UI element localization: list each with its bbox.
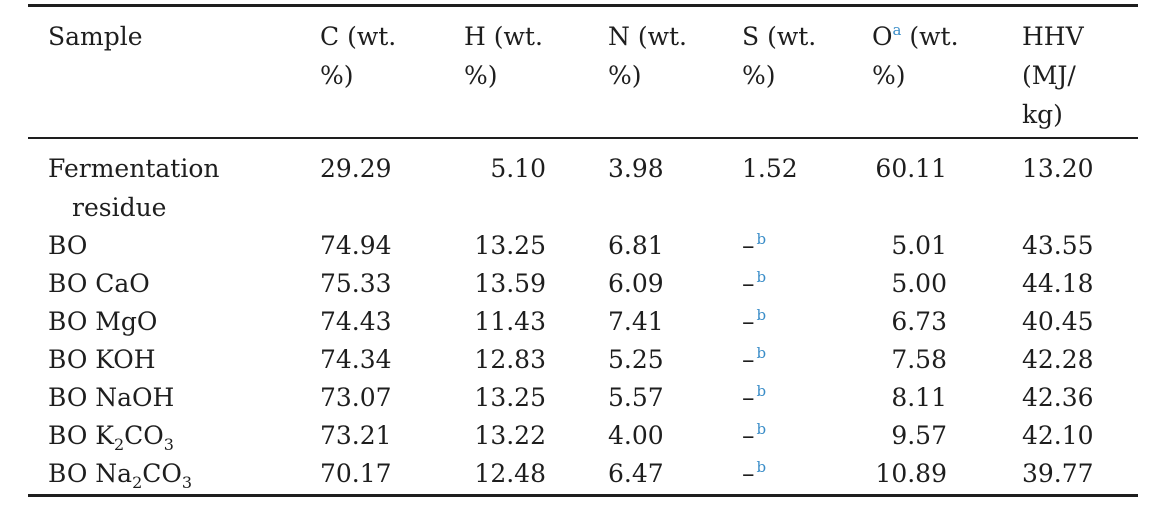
table-cell-o: 8.11 bbox=[891, 383, 947, 412]
table-row-sample: BO KOH bbox=[48, 345, 156, 374]
table-cell-o: 6.73 bbox=[891, 307, 947, 336]
header-hhv: HHV (MJ/ kg) bbox=[1022, 22, 1084, 129]
table-cell-h: 12.48 bbox=[474, 459, 546, 488]
table-cell-o: 9.57 bbox=[891, 421, 947, 450]
table-cell-n: 7.41 bbox=[608, 307, 664, 336]
table-cell-o: 7.58 bbox=[891, 345, 947, 374]
footnote-b-marker: b bbox=[756, 268, 767, 286]
header-oxygen: Oa (wt. %) bbox=[872, 21, 959, 90]
footnote-b-marker: b bbox=[756, 306, 767, 324]
top-rule bbox=[28, 4, 1138, 7]
table-cell-n: 6.81 bbox=[608, 231, 664, 260]
table-row-sample: BO Na2CO3 bbox=[48, 459, 193, 492]
table-cell-c: 73.07 bbox=[320, 383, 392, 412]
table-cell-h: 13.59 bbox=[474, 269, 546, 298]
bottom-rule bbox=[28, 494, 1138, 497]
table-cell-n: 6.09 bbox=[608, 269, 664, 298]
table-cell-h: 11.43 bbox=[474, 307, 546, 336]
table-cell-hhv: 40.45 bbox=[1022, 307, 1094, 336]
table-cell-s: – b bbox=[742, 268, 767, 298]
table-cell-s: – b bbox=[742, 458, 767, 488]
footnote-b-marker: b bbox=[756, 344, 767, 362]
table-cell-s: – b bbox=[742, 420, 767, 450]
header-sulfur: S (wt. %) bbox=[742, 22, 817, 90]
header-carbon: C (wt. %) bbox=[320, 22, 397, 90]
header-hydrogen: H (wt. %) bbox=[464, 22, 543, 90]
table-cell-hhv: 42.28 bbox=[1022, 345, 1094, 374]
table-row-sample: Fermentation residue bbox=[48, 154, 220, 222]
table-cell-h: 13.25 bbox=[474, 383, 546, 412]
table-cell-s: – b bbox=[742, 230, 767, 260]
table-row-sample: BO bbox=[48, 231, 88, 260]
table-row-sample: BO CaO bbox=[48, 269, 150, 298]
footnote-b-marker: b bbox=[756, 420, 767, 438]
table-cell-c: 75.33 bbox=[320, 269, 392, 298]
table-cell-h: 12.83 bbox=[474, 345, 546, 374]
table-cell-c: 74.94 bbox=[320, 231, 392, 260]
table-cell-h: 13.22 bbox=[474, 421, 546, 450]
table-cell-s: – b bbox=[742, 344, 767, 374]
table-cell-s: – b bbox=[742, 382, 767, 412]
table-cell-s: – b bbox=[742, 306, 767, 336]
footnote-b-marker: b bbox=[756, 458, 767, 476]
table-cell-c: 73.21 bbox=[320, 421, 392, 450]
header-rule bbox=[28, 137, 1138, 139]
table-cell-hhv: 42.36 bbox=[1022, 383, 1094, 412]
table-cell-n: 5.25 bbox=[608, 345, 664, 374]
table-cell-s: 1.52 bbox=[742, 154, 798, 183]
table-row-sample: BO NaOH bbox=[48, 383, 175, 412]
header-nitrogen: N (wt. %) bbox=[608, 22, 687, 90]
table-row-sample: BO MgO bbox=[48, 307, 158, 336]
header-sample: Sample bbox=[48, 22, 143, 51]
footnote-b-marker: b bbox=[756, 382, 767, 400]
table-cell-c: 29.29 bbox=[320, 154, 392, 183]
table-cell-c: 70.17 bbox=[320, 459, 392, 488]
table-cell-o: 5.01 bbox=[891, 231, 947, 260]
table-cell-n: 5.57 bbox=[608, 383, 664, 412]
footnote-a-marker: a bbox=[892, 21, 902, 39]
table-cell-hhv: 44.18 bbox=[1022, 269, 1094, 298]
table-cell-o: 60.11 bbox=[875, 154, 947, 183]
footnote-b-marker: b bbox=[756, 230, 767, 248]
table-cell-n: 6.47 bbox=[608, 459, 664, 488]
table-cell-o: 5.00 bbox=[891, 269, 947, 298]
table-cell-hhv: 39.77 bbox=[1022, 459, 1094, 488]
table-cell-c: 74.34 bbox=[320, 345, 392, 374]
table-row-sample: BO K2CO3 bbox=[48, 421, 174, 454]
table-cell-hhv: 13.20 bbox=[1022, 154, 1094, 183]
table-cell-n: 4.00 bbox=[608, 421, 664, 450]
table-cell-o: 10.89 bbox=[875, 459, 947, 488]
table-cell-hhv: 42.10 bbox=[1022, 421, 1094, 450]
table-cell-hhv: 43.55 bbox=[1022, 231, 1094, 260]
table-cell-h: 5.10 bbox=[490, 154, 546, 183]
table-cell-c: 74.43 bbox=[320, 307, 392, 336]
table-cell-n: 3.98 bbox=[608, 154, 664, 183]
table-cell-h: 13.25 bbox=[474, 231, 546, 260]
